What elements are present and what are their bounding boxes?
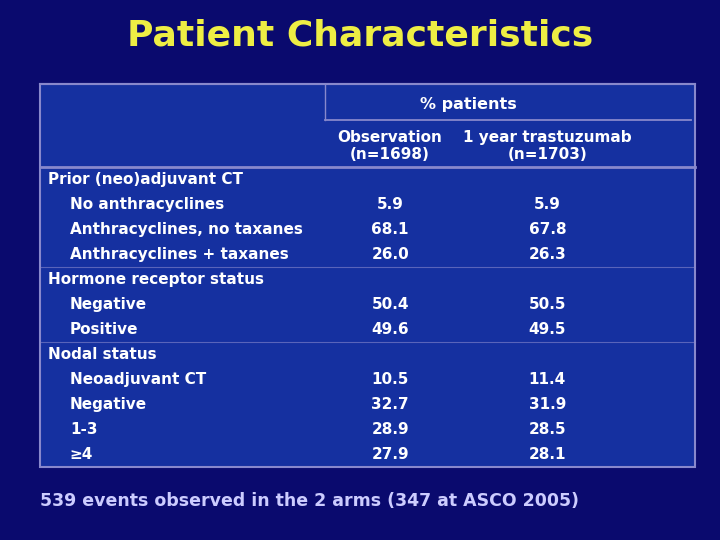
- Text: No anthracyclines: No anthracyclines: [70, 197, 224, 212]
- Text: Patient Characteristics: Patient Characteristics: [127, 18, 593, 52]
- Text: Negative: Negative: [70, 297, 147, 312]
- Text: Hormone receptor status: Hormone receptor status: [48, 272, 264, 287]
- Text: Anthracyclines + taxanes: Anthracyclines + taxanes: [70, 247, 289, 262]
- Text: 32.7: 32.7: [372, 397, 409, 412]
- Text: 68.1: 68.1: [372, 222, 409, 238]
- Text: 1 year trastuzumab
(n=1703): 1 year trastuzumab (n=1703): [463, 130, 631, 162]
- Text: 1-3: 1-3: [70, 422, 97, 437]
- Point: [321, 80, 330, 87]
- Bar: [40, 84, 695, 467]
- Text: 539 events observed in the 2 arms (347 at ASCO 2005): 539 events observed in the 2 arms (347 a…: [40, 492, 579, 510]
- Point: [321, 117, 330, 124]
- Text: % patients: % patients: [420, 97, 517, 112]
- Text: Neoadjuvant CT: Neoadjuvant CT: [70, 372, 206, 387]
- Text: 50.5: 50.5: [528, 297, 566, 312]
- Text: 26.3: 26.3: [528, 247, 566, 262]
- Text: 49.5: 49.5: [528, 322, 566, 338]
- Text: 28.5: 28.5: [528, 422, 566, 437]
- Text: Positive: Positive: [70, 322, 138, 338]
- Text: 26.0: 26.0: [372, 247, 409, 262]
- Text: 28.9: 28.9: [372, 422, 409, 437]
- Text: 67.8: 67.8: [528, 222, 566, 238]
- Text: 27.9: 27.9: [372, 447, 409, 462]
- Text: Negative: Negative: [70, 397, 147, 412]
- Text: Observation
(n=1698): Observation (n=1698): [338, 130, 443, 162]
- Point: [321, 117, 330, 124]
- Text: 31.9: 31.9: [528, 397, 566, 412]
- Point: [687, 117, 696, 124]
- Text: Anthracyclines, no taxanes: Anthracyclines, no taxanes: [70, 222, 302, 238]
- Text: 49.6: 49.6: [372, 322, 409, 338]
- Text: 5.9: 5.9: [377, 197, 404, 212]
- Text: Nodal status: Nodal status: [48, 347, 157, 362]
- Text: Prior (neo)adjuvant CT: Prior (neo)adjuvant CT: [48, 172, 243, 187]
- Text: 10.5: 10.5: [372, 372, 409, 387]
- Text: 50.4: 50.4: [372, 297, 409, 312]
- Text: 5.9: 5.9: [534, 197, 561, 212]
- Text: 28.1: 28.1: [528, 447, 566, 462]
- Text: ≥4: ≥4: [70, 447, 93, 462]
- Text: 11.4: 11.4: [528, 372, 566, 387]
